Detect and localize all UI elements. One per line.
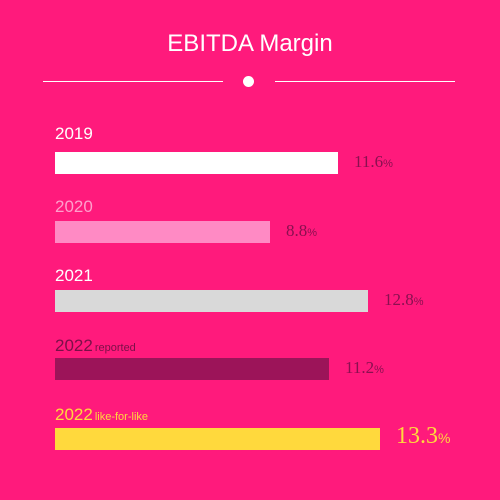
bar-label-year: 2022 bbox=[55, 336, 93, 355]
chart-title: EBITDA Margin bbox=[167, 30, 333, 57]
bar-value-unit: % bbox=[307, 227, 318, 239]
bar-value-unit: % bbox=[374, 364, 384, 376]
bar-label: 2022 like-for-like bbox=[55, 405, 148, 425]
bar-value-unit: % bbox=[438, 430, 451, 446]
bar-label-year: 2020 bbox=[55, 197, 93, 216]
bar-label: 2020 bbox=[55, 197, 93, 217]
bar-label-suffix: reported bbox=[94, 342, 136, 354]
bar bbox=[55, 290, 368, 312]
bar-label-year: 2021 bbox=[55, 266, 93, 285]
bar-value-unit: % bbox=[413, 296, 424, 308]
bar-value-number: 8.8 bbox=[286, 221, 308, 240]
divider-dot bbox=[243, 76, 254, 87]
bar-value-unit: % bbox=[383, 158, 393, 170]
bar-value-label: 13.3% bbox=[396, 423, 450, 450]
bar bbox=[55, 358, 329, 380]
bar-value-label: 11.6% bbox=[354, 152, 393, 172]
bar bbox=[55, 152, 338, 174]
title-divider-right bbox=[275, 81, 455, 82]
bar-value-number: 11.2 bbox=[345, 358, 375, 377]
bar-value-label: 11.2% bbox=[345, 358, 384, 378]
bar-value-label: 12.8% bbox=[384, 290, 424, 310]
bar bbox=[55, 428, 380, 450]
bar-label: 2022 reported bbox=[55, 336, 136, 356]
bar bbox=[55, 221, 270, 243]
bar-label-year: 2019 bbox=[55, 124, 93, 143]
bar-label-suffix: like-for-like bbox=[94, 411, 149, 423]
bar-label-year: 2022 bbox=[55, 405, 93, 424]
bar-label: 2019 bbox=[55, 124, 93, 144]
bar-value-label: 8.8% bbox=[286, 221, 317, 241]
bar-label: 2021 bbox=[55, 266, 93, 286]
bar-value-number: 11.6 bbox=[354, 152, 384, 171]
bar-value-number: 13.3 bbox=[396, 423, 438, 449]
title-divider-left bbox=[43, 81, 223, 82]
bar-value-number: 12.8 bbox=[384, 290, 414, 309]
